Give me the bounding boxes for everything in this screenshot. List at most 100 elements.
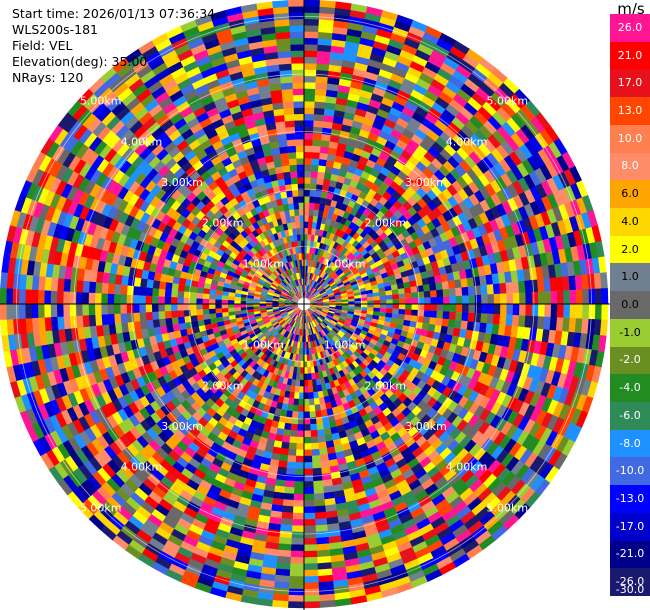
radar-gate-cell (456, 336, 466, 347)
radar-gate-cell (535, 478, 551, 496)
radar-gate-cell (210, 322, 219, 329)
radar-gate-cell (298, 202, 305, 210)
radar-gate-cell (295, 379, 301, 387)
radar-gate-cell (193, 421, 205, 433)
radar-gate-cell (262, 330, 270, 337)
radar-gate-cell (201, 265, 210, 273)
radar-gate-cell (50, 303, 58, 318)
radar-gate-cell (323, 395, 331, 404)
radar-gate-cell (356, 324, 364, 330)
radar-gate-cell (396, 340, 405, 349)
radar-gate-cell (289, 312, 296, 318)
radar-gate-cell (166, 324, 174, 334)
radar-gate-cell (171, 283, 179, 291)
radar-gate-cell (257, 402, 266, 411)
radar-gate-cell (359, 312, 367, 318)
radar-gate-cell (264, 321, 272, 327)
radar-gate-cell (94, 281, 103, 294)
radar-gate-cell (431, 380, 442, 391)
radar-gate-cell (383, 478, 397, 490)
radar-gate-cell (206, 407, 217, 418)
radar-gate-cell (338, 369, 346, 378)
radar-gate-cell (265, 341, 273, 349)
radar-gate-cell (335, 305, 343, 309)
radar-gate-cell (292, 75, 305, 83)
radar-gate-cell (259, 375, 267, 384)
radar-gate-cell (289, 25, 305, 33)
radar-gate-cell (199, 330, 208, 338)
radar-gate-cell (279, 328, 286, 335)
radar-gate-cell (147, 270, 156, 281)
radar-gate-cell (159, 365, 169, 377)
radar-gate-cell (120, 464, 134, 479)
radar-gate-cell (438, 561, 457, 576)
radar-gate-cell (164, 539, 181, 553)
radar-gate-cell (406, 372, 416, 383)
radar-gate-cell (300, 367, 304, 374)
radar-gate-cell (280, 76, 293, 84)
radar-gate-cell (510, 372, 522, 387)
radar-gate-cell (112, 535, 130, 551)
radar-gate-cell (286, 325, 292, 332)
radar-gate-cell (209, 317, 218, 324)
radar-gate-cell (396, 318, 405, 326)
radar-gate-cell (244, 365, 253, 374)
radar-gate-cell (513, 445, 528, 461)
radar-gate-cell (72, 418, 85, 434)
radar-gate-cell (303, 468, 313, 476)
radar-gate-cell (267, 292, 274, 296)
radar-gate-cell (211, 274, 220, 282)
radar-gate-cell (76, 315, 84, 328)
radar-gate-cell (209, 313, 217, 319)
radar-gate-cell (314, 309, 322, 314)
radar-gate-cell (309, 306, 317, 310)
radar-gate-cell (296, 341, 301, 349)
radar-gate-cell (284, 301, 292, 304)
radar-gate-cell (255, 358, 264, 366)
radar-gate-cell (267, 392, 275, 401)
radar-gate-cell (31, 422, 45, 440)
radar-gate-cell (500, 304, 507, 315)
radar-gate-cell (539, 462, 554, 480)
radar-gate-cell (421, 403, 433, 415)
radar-gate-cell (245, 275, 254, 281)
radar-gate-cell (224, 420, 235, 431)
radar-gate-cell (452, 404, 464, 417)
radar-gate-cell (173, 351, 183, 361)
radar-gate-cell (407, 501, 422, 514)
radar-gate-cell (355, 338, 363, 346)
radar-gate-cell (269, 366, 276, 374)
radar-gate-cell (274, 388, 282, 397)
radar-gate-cell (473, 447, 487, 462)
radar-gate-cell (126, 369, 137, 382)
radar-gate-cell (385, 412, 396, 423)
radar-gate-cell (226, 450, 238, 461)
radar-gate-cell (243, 372, 252, 382)
radar-gate-cell (262, 362, 270, 371)
radar-gate-cell (280, 82, 293, 90)
radar-gate-cell (291, 63, 305, 70)
radar-gate-cell (32, 438, 47, 457)
radar-gate-cell (365, 313, 374, 319)
radar-gate-cell (251, 277, 259, 284)
radar-gate-cell (292, 82, 305, 89)
radar-gate-cell (227, 415, 238, 425)
radar-gate-cell (386, 442, 398, 453)
radar-gate-cell (416, 399, 428, 411)
radar-gate-cell (192, 274, 201, 282)
radar-gate-cell (304, 151, 313, 159)
radar-gate-cell (405, 304, 412, 310)
radar-gate-cell (373, 304, 381, 309)
radar-gate-cell (291, 56, 305, 64)
radar-gate-cell (442, 435, 455, 448)
radar-gate-cell (318, 396, 326, 405)
radar-gate-cell (211, 257, 220, 266)
radar-gate-cell (197, 257, 206, 266)
radar-gate-cell (325, 382, 332, 390)
radar-gate-cell (315, 308, 323, 312)
radar-gate-cell (217, 431, 228, 442)
radar-gate-cell (78, 338, 88, 352)
radar-gate-cell (422, 429, 435, 441)
radar-gate-cell (329, 321, 337, 327)
radar-gate-cell (139, 395, 150, 408)
